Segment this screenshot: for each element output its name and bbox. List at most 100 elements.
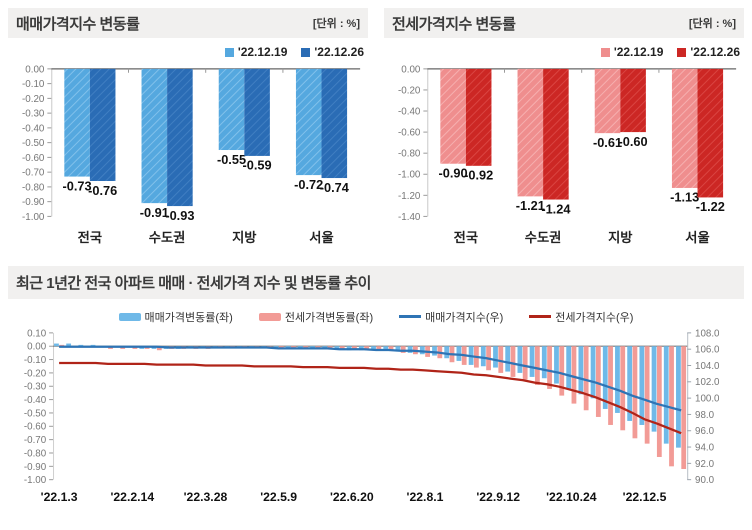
jeonse-legend-item-2: '22.12.26: [677, 45, 740, 59]
legend-bar-swatch-icon: [118, 312, 141, 321]
svg-text:-0.20: -0.20: [24, 368, 47, 379]
svg-text:-0.55: -0.55: [217, 152, 246, 167]
svg-text:-0.60: -0.60: [24, 422, 47, 433]
svg-text:수도권: 수도권: [149, 230, 186, 245]
svg-text:-0.20: -0.20: [22, 94, 45, 105]
legend-line-swatch-icon: [529, 315, 552, 319]
svg-text:'22.6.20: '22.6.20: [330, 490, 374, 504]
svg-text:-0.10: -0.10: [22, 79, 45, 90]
svg-text:102.0: 102.0: [695, 377, 720, 388]
trend-legend-sale-index: 매매가격지수(우): [399, 309, 503, 325]
svg-text:-0.59: -0.59: [243, 158, 272, 173]
trend-legend: 매매가격변동률(좌) 전세가격변동률(좌) 매매가격지수(우) 전세가격지수(우…: [8, 309, 744, 325]
svg-text:-1.24: -1.24: [541, 201, 571, 216]
svg-text:96.0: 96.0: [695, 426, 715, 437]
jeonse-price-panel: 전세가격지수 변동률 [단위 : %] '22.12.19 '22.12.26 …: [384, 8, 744, 252]
sale-panel-title: 매매가격지수 변동률: [16, 15, 140, 33]
svg-text:-0.30: -0.30: [24, 381, 47, 392]
legend-swatch-icon: [677, 47, 687, 57]
report-page: 매매가격지수 변동률 [단위 : %] '22.12.19 '22.12.26 …: [8, 8, 744, 507]
svg-text:-0.92: -0.92: [464, 168, 493, 183]
svg-text:-0.76: -0.76: [88, 183, 117, 198]
svg-text:-0.20: -0.20: [398, 85, 421, 96]
trend-legend-label-1: 매매가격변동률(좌): [144, 311, 233, 324]
svg-text:수도권: 수도권: [525, 230, 562, 245]
trend-legend-jeonse-change: 전세가격변동률(좌): [258, 309, 374, 325]
svg-text:-1.40: -1.40: [398, 212, 421, 223]
svg-text:104.0: 104.0: [695, 361, 720, 372]
svg-text:-0.70: -0.70: [22, 168, 45, 179]
svg-text:94.0: 94.0: [695, 442, 715, 453]
jeonse-unit-label: [단위 : %]: [688, 18, 736, 30]
svg-text:-0.70: -0.70: [24, 435, 47, 446]
svg-text:-1.13: -1.13: [670, 190, 699, 205]
legend-bar-swatch-icon: [258, 312, 281, 321]
jeonse-panel-title: 전세가격지수 변동률: [392, 15, 516, 33]
svg-text:-0.61: -0.61: [593, 135, 622, 150]
svg-text:'22.12.5: '22.12.5: [623, 490, 667, 504]
legend-swatch-icon: [224, 47, 234, 57]
jeonse-price-bar-chart: 0.00 -0.20 -0.40 -0.60 -0.80 -1.00 -1.20 -1.40 -…: [384, 61, 744, 252]
trend-section-bar: 최근 1년간 전국 아파트 매매 · 전세가격 지수 및 변동률 추이: [8, 265, 744, 299]
svg-text:-1.00: -1.00: [24, 475, 47, 486]
svg-text:-1.21: -1.21: [516, 198, 545, 213]
svg-text:-0.50: -0.50: [24, 408, 47, 419]
svg-text:'22.8.1: '22.8.1: [407, 490, 444, 504]
sale-panel-header: 매매가격지수 변동률 [단위 : %]: [8, 8, 368, 38]
svg-text:-0.93: -0.93: [165, 208, 194, 223]
sale-price-panel: 매매가격지수 변동률 [단위 : %] '22.12.19 '22.12.26 …: [8, 8, 368, 252]
sale-legend-item-2: '22.12.26: [301, 45, 364, 59]
svg-text:108.0: 108.0: [695, 328, 720, 339]
svg-text:98.0: 98.0: [695, 410, 715, 421]
sale-unit-label: [단위 : %]: [312, 18, 360, 30]
legend-swatch-icon: [600, 47, 610, 57]
svg-text:-0.50: -0.50: [22, 138, 45, 149]
sale-price-bar-chart: 0.00 -0.10 -0.20 -0.30 -0.40 -0.50 -0.60 -0.70 -…: [8, 61, 368, 252]
jeonse-legend-label-1: '22.12.19: [613, 45, 664, 59]
svg-text:-0.73: -0.73: [63, 178, 92, 193]
svg-text:90.0: 90.0: [695, 475, 715, 486]
jeonse-panel-header: 전세가격지수 변동률 [단위 : %]: [384, 8, 744, 38]
trend-legend-label-3: 매매가격지수(우): [425, 311, 504, 324]
svg-text:-0.40: -0.40: [24, 395, 47, 406]
svg-text:서울: 서울: [309, 229, 333, 245]
trend-legend-label-2: 전세가격변동률(좌): [284, 311, 374, 324]
svg-text:-1.00: -1.00: [22, 212, 45, 223]
svg-text:0.00: 0.00: [25, 64, 45, 75]
jeonse-legend: '22.12.19 '22.12.26: [384, 45, 740, 59]
sale-legend-item-1: '22.12.19: [224, 45, 288, 59]
trend-legend-label-4: 전세가격지수(우): [555, 311, 634, 324]
svg-text:-1.20: -1.20: [398, 191, 421, 202]
trend-combo-chart: 0.10 0.00 -0.10 -0.20 -0.30 -0.40 -0.50 -0.60 -0…: [8, 327, 744, 507]
svg-text:-1.22: -1.22: [696, 199, 725, 214]
svg-text:100.0: 100.0: [695, 393, 720, 404]
legend-swatch-icon: [301, 47, 311, 57]
svg-text:92.0: 92.0: [695, 459, 715, 470]
sale-legend-label-1: '22.12.19: [237, 45, 288, 59]
svg-text:'22.2.14: '22.2.14: [110, 490, 154, 504]
svg-text:서울: 서울: [685, 229, 709, 245]
svg-text:-0.10: -0.10: [24, 355, 47, 366]
top-panels-row: 매매가격지수 변동률 [단위 : %] '22.12.19 '22.12.26 …: [8, 8, 744, 252]
svg-text:-0.74: -0.74: [320, 180, 350, 195]
svg-text:-0.40: -0.40: [22, 123, 45, 134]
svg-text:'22.5.9: '22.5.9: [260, 490, 297, 504]
legend-line-swatch-icon: [399, 315, 422, 319]
svg-text:-0.91: -0.91: [140, 205, 169, 220]
svg-text:0.00: 0.00: [401, 64, 421, 75]
svg-text:-0.72: -0.72: [294, 177, 323, 192]
svg-text:-0.40: -0.40: [398, 106, 421, 117]
svg-text:-0.90: -0.90: [439, 165, 468, 180]
svg-text:-0.80: -0.80: [22, 182, 45, 193]
svg-text:0.00: 0.00: [27, 341, 47, 352]
svg-text:'22.1.3: '22.1.3: [41, 490, 78, 504]
svg-text:지방: 지방: [608, 229, 632, 245]
jeonse-legend-label-2: '22.12.26: [690, 45, 740, 59]
svg-text:'22.3.28: '22.3.28: [184, 490, 228, 504]
svg-text:'22.10.24: '22.10.24: [546, 490, 597, 504]
svg-text:0.10: 0.10: [27, 328, 47, 339]
svg-text:-0.80: -0.80: [24, 448, 47, 459]
svg-text:-1.00: -1.00: [398, 170, 421, 181]
svg-text:전국: 전국: [78, 229, 102, 245]
svg-text:-0.90: -0.90: [22, 197, 45, 208]
